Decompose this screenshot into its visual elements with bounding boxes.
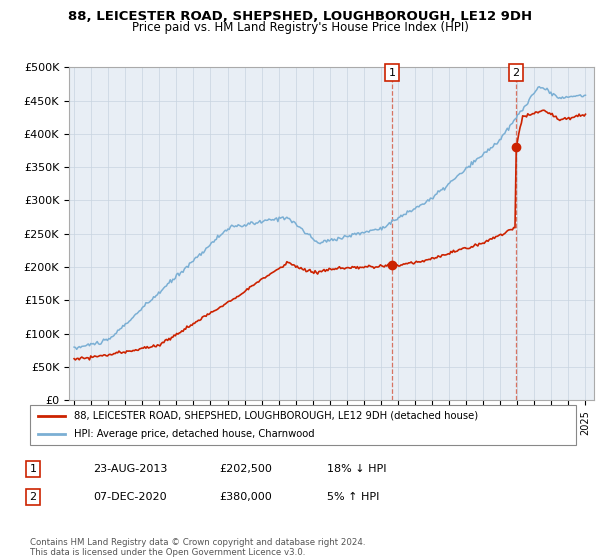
Text: HPI: Average price, detached house, Charnwood: HPI: Average price, detached house, Char… (74, 430, 314, 439)
Text: £202,500: £202,500 (219, 464, 272, 474)
Text: 2: 2 (512, 68, 520, 77)
Text: 23-AUG-2013: 23-AUG-2013 (93, 464, 167, 474)
Text: 88, LEICESTER ROAD, SHEPSHED, LOUGHBOROUGH, LE12 9DH (detached house): 88, LEICESTER ROAD, SHEPSHED, LOUGHBOROU… (74, 411, 478, 421)
Text: 5% ↑ HPI: 5% ↑ HPI (327, 492, 379, 502)
Text: 2: 2 (29, 492, 37, 502)
Text: 88, LEICESTER ROAD, SHEPSHED, LOUGHBOROUGH, LE12 9DH: 88, LEICESTER ROAD, SHEPSHED, LOUGHBOROU… (68, 10, 532, 23)
FancyBboxPatch shape (30, 405, 576, 445)
Text: 1: 1 (389, 68, 395, 77)
Text: Price paid vs. HM Land Registry's House Price Index (HPI): Price paid vs. HM Land Registry's House … (131, 21, 469, 34)
Text: 1: 1 (29, 464, 37, 474)
Text: 07-DEC-2020: 07-DEC-2020 (93, 492, 167, 502)
Text: £380,000: £380,000 (219, 492, 272, 502)
Text: Contains HM Land Registry data © Crown copyright and database right 2024.
This d: Contains HM Land Registry data © Crown c… (30, 538, 365, 557)
Text: 18% ↓ HPI: 18% ↓ HPI (327, 464, 386, 474)
